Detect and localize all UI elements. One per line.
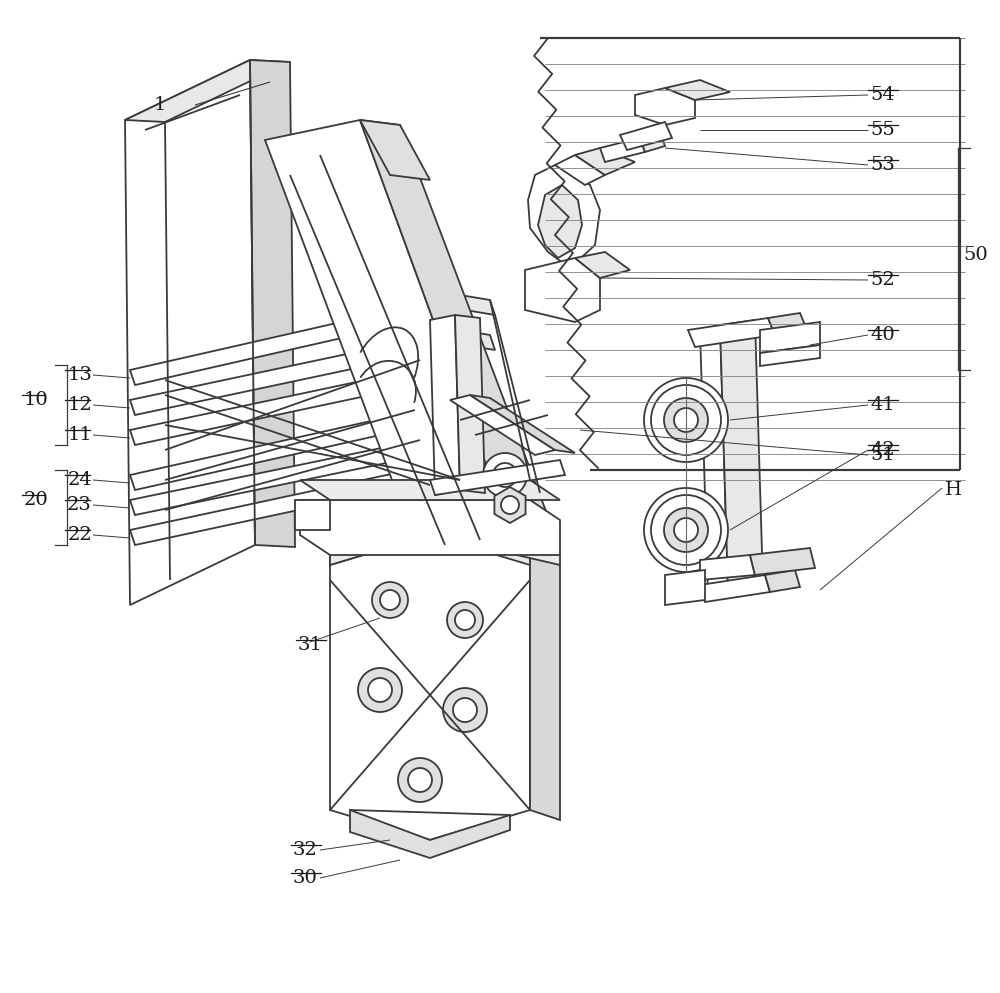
Circle shape bbox=[501, 496, 519, 514]
Polygon shape bbox=[640, 132, 665, 152]
Text: 11: 11 bbox=[67, 426, 92, 444]
Polygon shape bbox=[430, 460, 565, 495]
Text: 40: 40 bbox=[870, 326, 895, 344]
Text: 50: 50 bbox=[963, 246, 988, 264]
Polygon shape bbox=[760, 322, 820, 353]
Text: 24: 24 bbox=[67, 471, 92, 489]
Circle shape bbox=[453, 698, 477, 722]
Polygon shape bbox=[460, 330, 495, 350]
Circle shape bbox=[664, 508, 708, 552]
Polygon shape bbox=[330, 525, 530, 565]
Text: 51: 51 bbox=[870, 446, 895, 464]
Text: 41: 41 bbox=[870, 396, 895, 414]
Polygon shape bbox=[265, 120, 510, 555]
Circle shape bbox=[644, 378, 728, 462]
Polygon shape bbox=[575, 148, 635, 175]
Polygon shape bbox=[750, 548, 815, 575]
Polygon shape bbox=[330, 525, 530, 840]
Text: 22: 22 bbox=[67, 526, 92, 544]
Polygon shape bbox=[538, 185, 582, 258]
Polygon shape bbox=[720, 320, 763, 590]
Polygon shape bbox=[360, 120, 430, 180]
Text: 31: 31 bbox=[298, 636, 322, 654]
Text: 54: 54 bbox=[870, 86, 895, 104]
Polygon shape bbox=[530, 555, 560, 820]
Circle shape bbox=[358, 668, 402, 712]
Circle shape bbox=[408, 768, 432, 792]
Polygon shape bbox=[525, 258, 600, 322]
Polygon shape bbox=[760, 345, 820, 366]
Text: 55: 55 bbox=[870, 121, 895, 139]
Text: 53: 53 bbox=[870, 156, 895, 174]
Circle shape bbox=[368, 678, 392, 702]
Circle shape bbox=[455, 610, 475, 630]
Polygon shape bbox=[420, 440, 455, 460]
Polygon shape bbox=[430, 315, 460, 495]
Polygon shape bbox=[250, 60, 295, 547]
Polygon shape bbox=[700, 555, 755, 580]
Circle shape bbox=[443, 688, 487, 732]
Polygon shape bbox=[700, 575, 770, 602]
Text: 10: 10 bbox=[23, 391, 48, 409]
Text: 30: 30 bbox=[293, 869, 317, 887]
Polygon shape bbox=[350, 810, 510, 858]
Circle shape bbox=[644, 488, 728, 572]
Circle shape bbox=[398, 758, 442, 802]
Polygon shape bbox=[600, 138, 645, 162]
Polygon shape bbox=[360, 120, 555, 535]
Circle shape bbox=[651, 385, 721, 455]
Polygon shape bbox=[575, 252, 630, 278]
Circle shape bbox=[674, 408, 698, 432]
Text: 13: 13 bbox=[67, 366, 92, 384]
Circle shape bbox=[447, 602, 483, 638]
Polygon shape bbox=[125, 60, 290, 122]
Polygon shape bbox=[130, 330, 465, 415]
Text: 1: 1 bbox=[154, 96, 166, 114]
Polygon shape bbox=[130, 360, 465, 445]
Polygon shape bbox=[130, 295, 465, 385]
Polygon shape bbox=[450, 395, 555, 455]
Polygon shape bbox=[460, 295, 495, 315]
Polygon shape bbox=[494, 487, 526, 523]
Polygon shape bbox=[700, 325, 728, 595]
Text: 12: 12 bbox=[67, 396, 92, 414]
Polygon shape bbox=[635, 88, 695, 125]
Polygon shape bbox=[460, 360, 495, 380]
Polygon shape bbox=[455, 315, 485, 493]
Polygon shape bbox=[410, 470, 445, 490]
Polygon shape bbox=[688, 318, 775, 347]
Circle shape bbox=[664, 398, 708, 442]
Polygon shape bbox=[130, 410, 425, 490]
Circle shape bbox=[674, 518, 698, 542]
Polygon shape bbox=[470, 395, 575, 453]
Polygon shape bbox=[295, 500, 330, 530]
Circle shape bbox=[651, 495, 721, 565]
Text: H: H bbox=[945, 481, 962, 499]
Polygon shape bbox=[330, 525, 560, 565]
Polygon shape bbox=[130, 440, 425, 515]
Text: 20: 20 bbox=[23, 491, 48, 509]
Polygon shape bbox=[620, 122, 672, 150]
Polygon shape bbox=[765, 570, 800, 592]
Circle shape bbox=[380, 590, 400, 610]
Polygon shape bbox=[768, 313, 807, 335]
Polygon shape bbox=[300, 500, 560, 555]
Polygon shape bbox=[300, 480, 560, 500]
Circle shape bbox=[483, 453, 527, 497]
Text: 32: 32 bbox=[293, 841, 317, 859]
Polygon shape bbox=[125, 60, 255, 605]
Polygon shape bbox=[420, 410, 455, 430]
Circle shape bbox=[493, 463, 517, 487]
Text: 42: 42 bbox=[870, 441, 895, 459]
Polygon shape bbox=[665, 570, 705, 605]
Text: 52: 52 bbox=[870, 271, 895, 289]
Polygon shape bbox=[130, 470, 415, 545]
Polygon shape bbox=[528, 165, 600, 268]
Polygon shape bbox=[555, 155, 605, 185]
Text: 23: 23 bbox=[67, 496, 92, 514]
Polygon shape bbox=[665, 80, 730, 100]
Circle shape bbox=[372, 582, 408, 618]
